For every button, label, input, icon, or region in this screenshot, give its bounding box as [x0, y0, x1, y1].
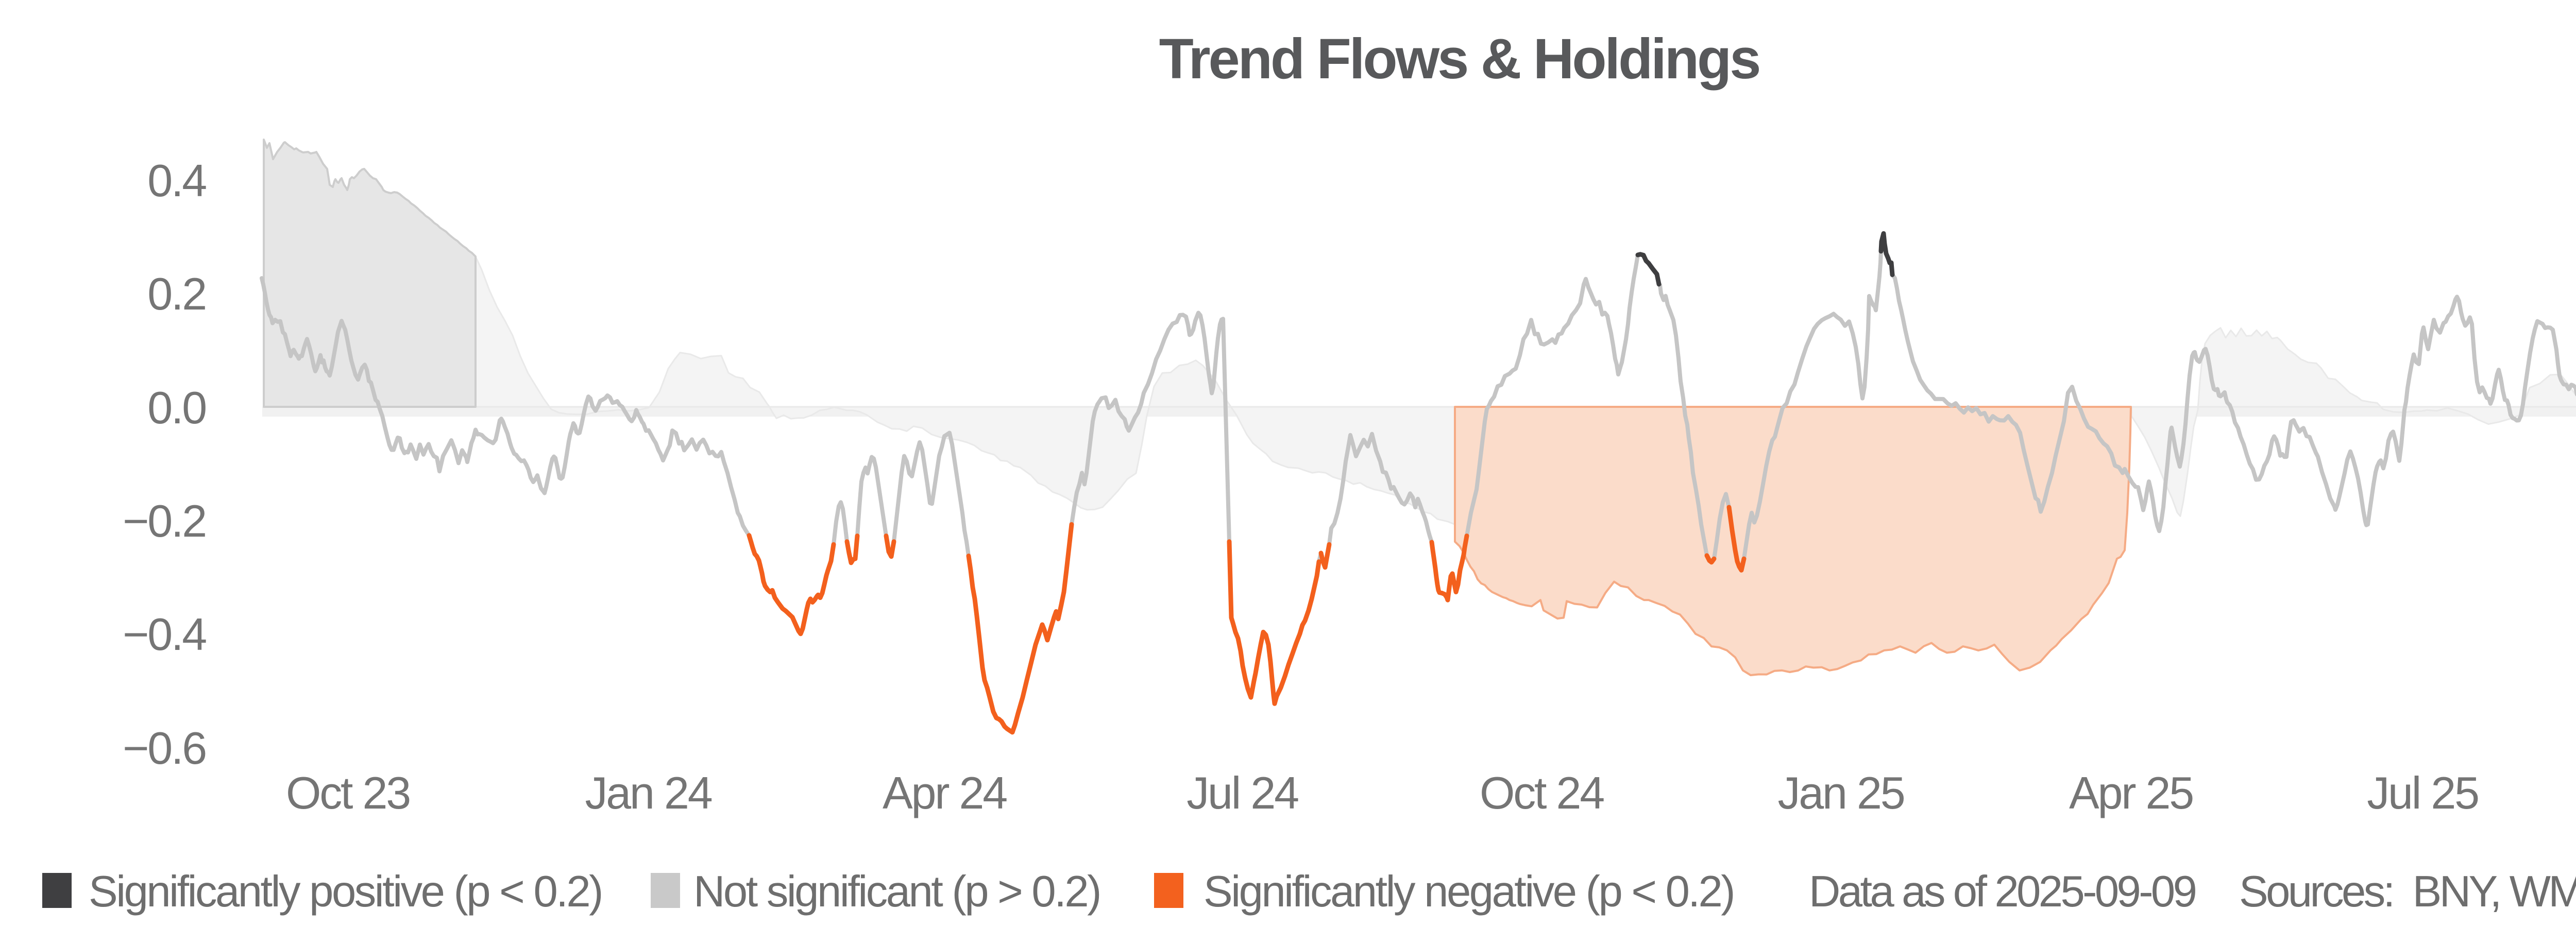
- svg-text:Jul 25: Jul 25: [2367, 767, 2478, 818]
- svg-text:Oct 24: Oct 24: [1480, 767, 1604, 818]
- svg-text:Sources: BNY, WM/Refinitiv: Sources: BNY, WM/Refinitiv: [2239, 867, 2576, 916]
- svg-text:−0.2: −0.2: [123, 495, 206, 546]
- svg-text:Trend Flows & Holdings: Trend Flows & Holdings: [1159, 27, 1759, 91]
- svg-text:Significantly positive (p < 0.: Significantly positive (p < 0.2): [89, 867, 602, 916]
- svg-text:Apr 25: Apr 25: [2069, 767, 2193, 818]
- svg-text:Data as of 2025-09-09: Data as of 2025-09-09: [1809, 867, 2196, 916]
- svg-text:−0.6: −0.6: [123, 723, 206, 774]
- svg-text:Jul 24: Jul 24: [1187, 767, 1298, 818]
- svg-text:Not significant (p > 0.2): Not significant (p > 0.2): [693, 867, 1100, 916]
- svg-text:Significantly negative (p < 0.: Significantly negative (p < 0.2): [1204, 867, 1734, 916]
- svg-text:Oct 23: Oct 23: [286, 767, 410, 818]
- svg-text:Apr 24: Apr 24: [883, 767, 1007, 818]
- svg-text:−0.4: −0.4: [123, 609, 206, 660]
- svg-text:Jan 24: Jan 24: [585, 767, 711, 818]
- svg-text:0.2: 0.2: [147, 268, 206, 319]
- svg-text:Jan 25: Jan 25: [1777, 767, 1904, 818]
- svg-text:0.0: 0.0: [147, 382, 206, 433]
- svg-text:0.4: 0.4: [147, 155, 206, 206]
